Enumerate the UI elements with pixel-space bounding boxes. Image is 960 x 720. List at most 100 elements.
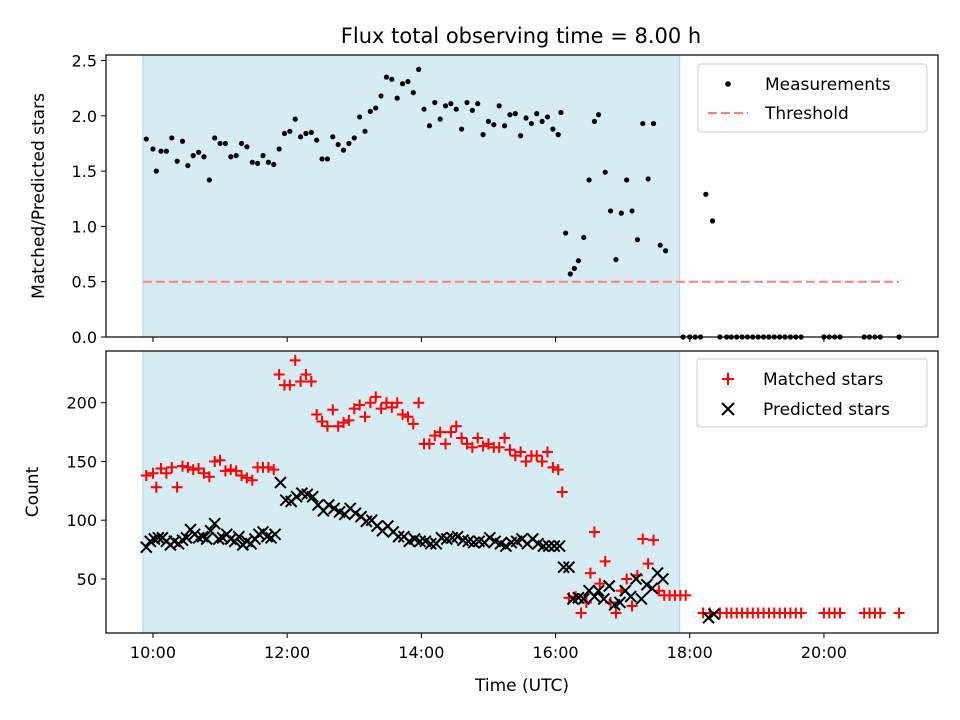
predicted-star-point [592,584,605,597]
measurement-point [195,149,202,155]
matched-star-point [225,464,237,476]
bottom-y-axis-label: Count [23,466,43,517]
matched-star-point [626,600,638,612]
matched-star-point [588,526,600,538]
top-y-tick-label: 0.0 [72,328,97,347]
legend-measurements-label: Measurements [765,75,891,95]
predicted-star-point [212,532,225,546]
matched-star-point [241,472,253,484]
predicted-star-point [424,537,437,550]
measurement-point [190,153,196,159]
measurement-point [703,191,709,197]
matched-star-point [364,397,376,409]
measurement-point [491,122,497,128]
predicted-star-point [557,560,570,574]
matched-star-point [375,403,387,415]
matched-star-point [386,401,398,413]
bottom-legend-box [696,358,928,428]
measurement-point [281,130,288,137]
matched-star-point [321,420,333,432]
measurement-point [591,118,598,124]
predicted-star-point [260,530,274,543]
measurement-point [276,146,282,152]
measurement-point [464,99,470,106]
matched-star-point [176,460,188,472]
predicted-star-point [268,528,282,541]
measurement-point [496,103,502,109]
predicted-star-point [152,531,165,545]
matched-star-point [423,438,435,450]
measurement-point [657,242,663,248]
measurement-point [292,116,298,122]
measurement-point [528,120,534,127]
matched-star-point [327,404,339,416]
predicted-star-point [499,539,513,553]
legend-matched-label: Matched stars [763,370,883,390]
predicted-star-point [629,572,643,586]
matched-star-point [594,578,606,590]
matched-star-point [445,426,457,438]
measurement-point [539,118,545,124]
top-y-tick-label: 2.5 [72,52,97,71]
top-x-ticks [152,337,825,342]
matched-star-point [402,411,414,423]
x-tick-label: 10:00 [130,643,176,662]
predicted-star-point [180,531,193,545]
measurement-point [613,256,619,263]
predicted-star-point [635,592,648,606]
matched-star-point [273,369,285,380]
matched-star-point [397,408,409,420]
measurement-point [335,141,341,148]
matched-star-point [391,397,403,409]
measurement-point [378,93,384,99]
predicted-star-point [645,582,659,595]
measurement-point [567,271,573,277]
predicted-star-point [624,590,637,603]
measurement-point [629,208,635,214]
matched-star-point [147,467,159,479]
measurement-point [287,128,293,134]
bottom-axes-frame [105,350,939,634]
predicted-star-point [656,572,670,586]
bottom-y-ticks: 50 100 150 200 [66,394,106,589]
top-y-ticks: 0.0 0.5 1.0 1.5 2.0 2.5 [72,52,106,347]
measurement-point [485,118,492,124]
matched-star-point [499,432,511,444]
matched-star-point [209,455,221,467]
matched-star-point [203,471,215,483]
matched-star-point [621,573,633,585]
measurement-point [550,126,556,132]
measurement-point [475,101,481,107]
measurement-point [421,106,427,112]
matched-star-point [504,444,516,456]
measurement-point [512,111,518,117]
x-tick-label: 18:00 [667,643,713,662]
measurement-point [212,135,218,141]
measurement-point [244,144,250,150]
top-y-tick-label: 1.0 [72,217,97,236]
matched-star-point [262,461,274,473]
matched-star-point [680,589,692,601]
predicted-star-point [542,539,556,553]
measurement-point [662,248,669,254]
measurement-point [308,129,314,136]
measurement-point [238,140,245,147]
matched-star-point [370,391,382,403]
matched-star-point [187,464,199,476]
matched-star-point [520,455,532,467]
measurement-point [437,116,443,122]
measurement-point [571,265,577,272]
measurement-point [518,133,524,139]
predicted-star-point [483,531,497,545]
legend-matched-marker [722,373,734,385]
predicted-star-point [597,592,611,606]
measurement-point [265,159,271,165]
measurement-point [330,134,336,140]
matched-star-point [236,470,248,482]
matched-star-point [575,607,587,619]
matched-star-point [795,607,807,619]
matched-star-point [311,408,323,420]
predicted-star-point [349,506,362,520]
matched-star-point [547,461,559,473]
matched-star-point [536,455,548,467]
